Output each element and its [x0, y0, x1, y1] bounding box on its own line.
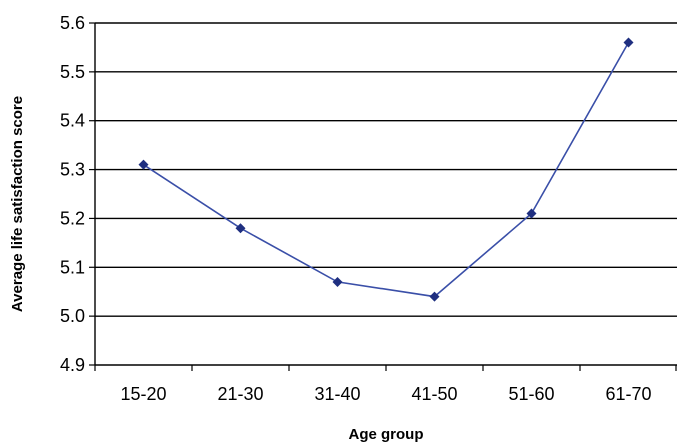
- x-tick-label: 21-30: [217, 384, 263, 404]
- y-tick-labels: 4.9 5.0 5.1 5.2 5.3 5.4 5.5 5.6: [60, 13, 85, 375]
- axes: [89, 22, 677, 371]
- x-tick-label: 15-20: [120, 384, 166, 404]
- y-tick-label: 5.0: [60, 306, 85, 326]
- y-tick-label: 5.3: [60, 160, 85, 180]
- x-tick-label: 41-50: [411, 384, 457, 404]
- data-point-marker: [429, 291, 440, 302]
- y-tick-label: 5.2: [60, 208, 85, 228]
- gridlines: [95, 22, 677, 317]
- series-group: [138, 37, 634, 302]
- y-tick-label: 4.9: [60, 355, 85, 375]
- data-point-marker: [138, 159, 149, 170]
- x-tick-label: 51-60: [508, 384, 554, 404]
- x-axis-title: Age group: [349, 426, 424, 443]
- data-point-marker: [623, 37, 634, 48]
- x-tick-label: 61-70: [605, 384, 651, 404]
- data-point-marker: [332, 276, 343, 287]
- data-point-marker: [235, 223, 246, 234]
- y-tick-label: 5.6: [60, 13, 85, 33]
- series-line: [143, 42, 630, 298]
- y-tick-label: 5.5: [60, 62, 85, 82]
- y-axis-title: Average life satisfaction score: [9, 96, 26, 312]
- data-point-marker: [526, 208, 537, 219]
- y-tick-label: 5.4: [60, 111, 85, 131]
- x-tick-labels: 15-20 21-30 31-40 41-50 51-60 61-70: [120, 384, 651, 404]
- y-tick-label: 5.1: [60, 257, 85, 277]
- x-tick-label: 31-40: [314, 384, 360, 404]
